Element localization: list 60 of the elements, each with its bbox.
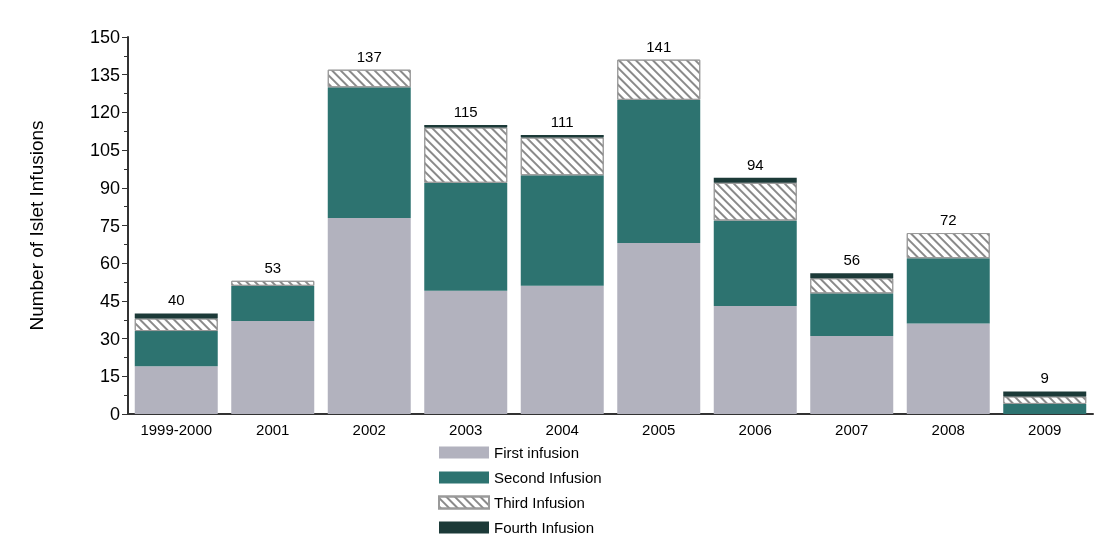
bar xyxy=(906,258,990,324)
x-tick-label: 2005 xyxy=(642,421,676,438)
y-tick-label: 15 xyxy=(99,366,120,387)
y-tick-label: 105 xyxy=(89,140,120,161)
bar xyxy=(424,290,508,414)
total-label: 56 xyxy=(843,251,861,269)
bar xyxy=(1003,391,1087,397)
x-tick-label: 2007 xyxy=(835,421,869,438)
legend-label: First infusion xyxy=(494,444,580,461)
bar xyxy=(1003,403,1087,414)
total-label: 53 xyxy=(264,258,282,276)
bar xyxy=(810,293,894,337)
bar xyxy=(520,175,604,286)
bar xyxy=(134,331,218,367)
x-tick-label: 1999-2000 xyxy=(140,421,213,438)
bar xyxy=(810,273,894,279)
y-tick-label: 135 xyxy=(89,64,120,85)
total-label: 137 xyxy=(356,47,382,65)
y-tick-label: 45 xyxy=(99,290,120,311)
legend-label: Fourth Infusion xyxy=(494,519,595,536)
bar xyxy=(231,321,315,414)
bar xyxy=(520,135,604,138)
bar xyxy=(713,177,797,183)
y-tick-label: 150 xyxy=(89,27,120,47)
total-label: 111 xyxy=(550,113,574,131)
x-tick-label: 2009 xyxy=(1028,421,1062,438)
bar xyxy=(713,220,797,306)
total-label: 9 xyxy=(1040,369,1049,387)
bar xyxy=(134,313,218,319)
bar xyxy=(327,217,411,414)
bar xyxy=(327,87,411,218)
total-label: 40 xyxy=(167,291,185,309)
bar xyxy=(520,285,604,414)
bar xyxy=(231,285,315,322)
y-tick-label: 120 xyxy=(89,102,120,123)
bar xyxy=(713,305,797,414)
total-label: 94 xyxy=(746,155,764,173)
x-tick-label: 2003 xyxy=(449,421,483,438)
bar xyxy=(134,366,218,414)
y-tick-label: 90 xyxy=(99,177,120,198)
y-tick-label: 60 xyxy=(99,253,120,274)
bar xyxy=(617,243,701,414)
total-label: 115 xyxy=(453,102,478,120)
y-axis-title: Number of Islet Infusions xyxy=(26,120,47,331)
x-tick-label: 2008 xyxy=(931,421,965,438)
legend-label: Third Infusion xyxy=(494,494,585,511)
bar xyxy=(617,99,701,244)
x-tick-label: 2002 xyxy=(352,421,386,438)
y-tick-label: 75 xyxy=(99,215,120,236)
bar xyxy=(424,182,508,291)
bar xyxy=(810,336,894,414)
x-tick-label: 2006 xyxy=(738,421,772,438)
y-tick-label: 0 xyxy=(109,404,120,424)
x-tick-label: 2004 xyxy=(545,421,579,438)
y-tick-label: 30 xyxy=(99,328,120,349)
legend-label: Second Infusion xyxy=(494,469,602,486)
total-label: 72 xyxy=(939,211,957,229)
x-tick-label: 2001 xyxy=(256,421,290,438)
bar xyxy=(906,323,990,414)
total-label: 141 xyxy=(646,37,672,55)
